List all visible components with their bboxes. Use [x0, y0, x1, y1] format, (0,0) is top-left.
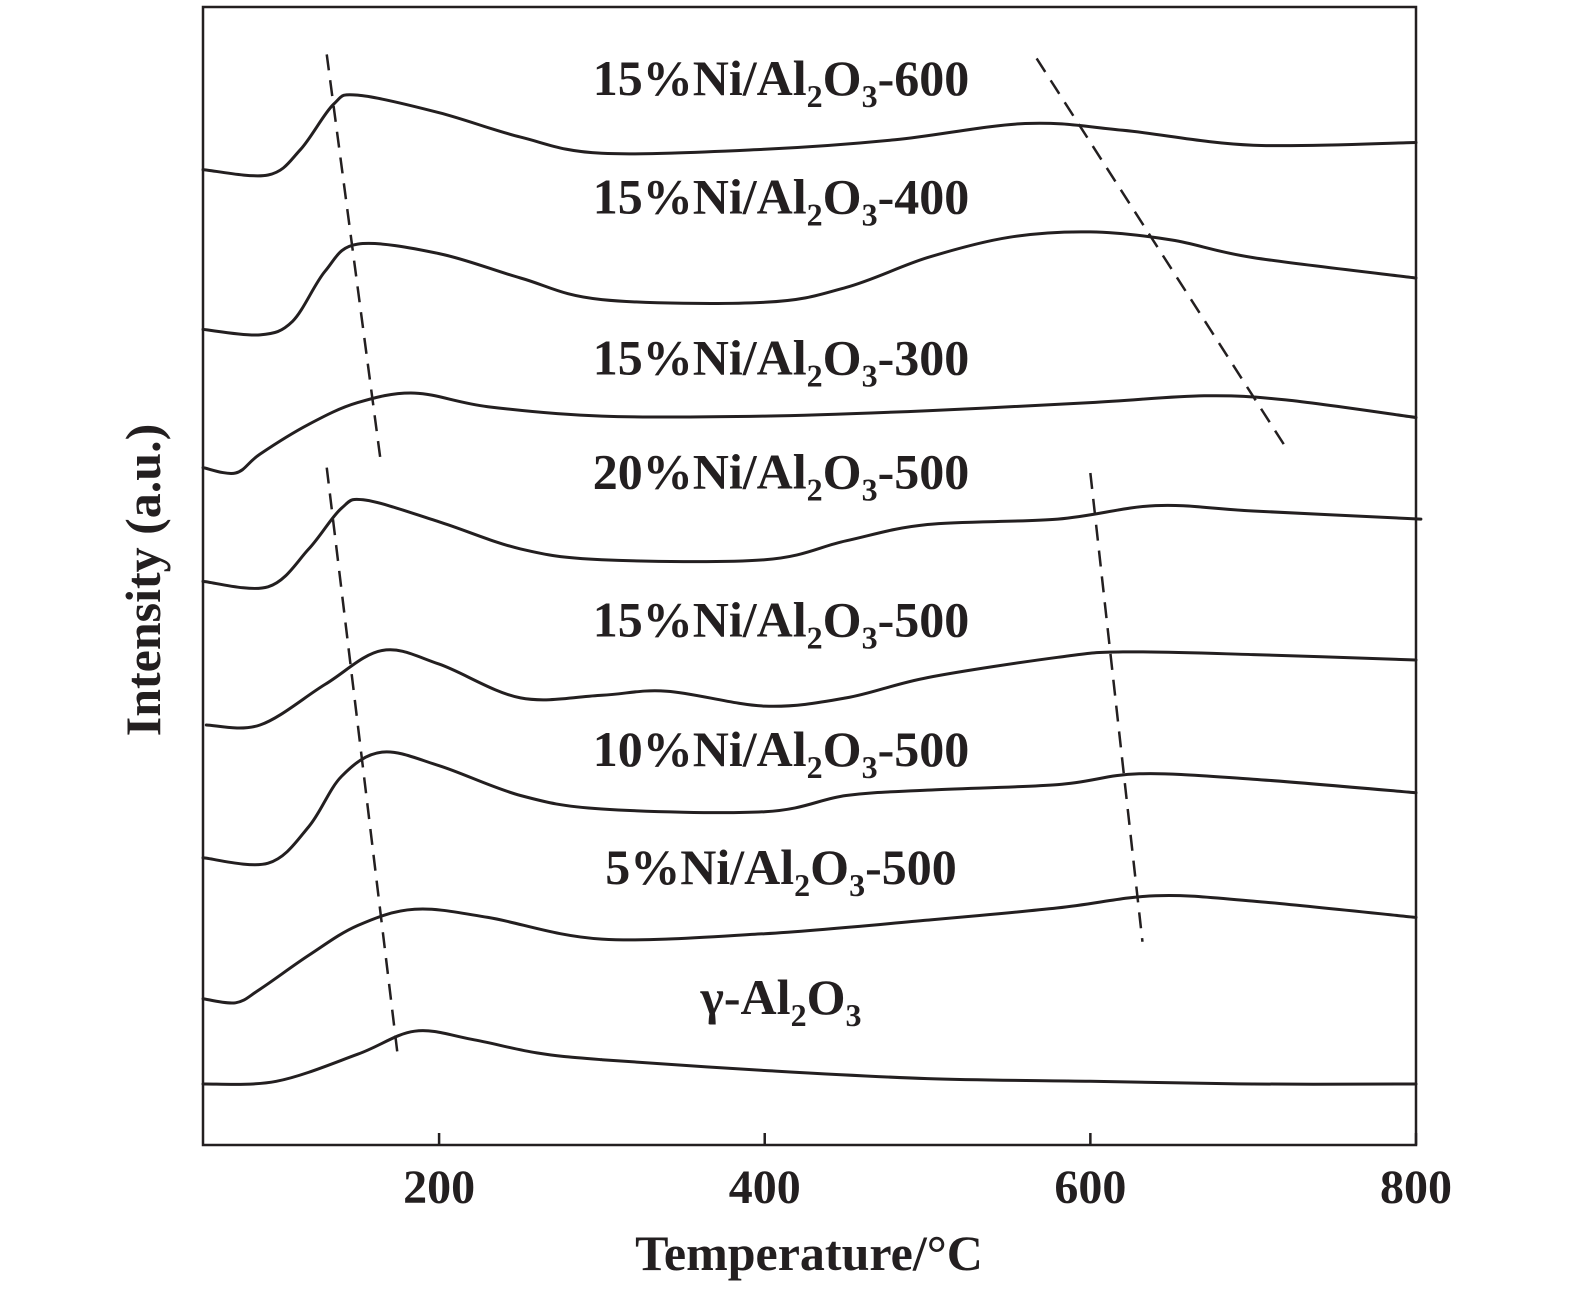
series-label-15-ni-al-o-500: 15%Ni/Al2O3-500	[593, 592, 969, 656]
series-label-20-ni-al-o-500: 20%Ni/Al2O3-500	[593, 443, 969, 507]
series-label-15-ni-al-o-300: 15%Ni/Al2O3-300	[593, 330, 969, 394]
guide-peak-shift-low-series-b	[325, 467, 400, 1062]
x-tick-label: 400	[729, 1161, 801, 1214]
guide-peak-shift-high-series-b	[1089, 472, 1144, 942]
series-labels: γ-Al2O3 5%Ni/Al2O3-500 10%Ni/Al2O3-500 15%N…	[593, 50, 969, 1033]
guide-peak-shift-low-series-a	[325, 54, 382, 460]
series-label-10-ni-al-o-500: 10%Ni/Al2O3-500	[593, 721, 969, 785]
x-axis-label: Temperature/°C	[635, 1225, 983, 1281]
x-ticks	[437, 1133, 1418, 1145]
x-tick-label: 200	[403, 1161, 475, 1214]
series-curve-al-o	[201, 1029, 1418, 1086]
x-tick-label: 600	[1054, 1161, 1126, 1214]
guide-peak-shift-high-series-a	[1035, 57, 1287, 448]
series-label-15-ni-al-o-600: 15%Ni/Al2O3-600	[593, 50, 969, 114]
plot-frame	[201, 5, 1418, 1147]
series-curve-10-ni-al-o-500	[201, 750, 1418, 867]
series-label-15-ni-al-o-400: 15%Ni/Al2O3-400	[593, 168, 969, 232]
series-curves	[201, 93, 1423, 1086]
series-curve-15-ni-al-o-600	[201, 93, 1418, 178]
series-label-al-o: γ-Al2O3	[700, 969, 862, 1033]
series-curve-15-ni-al-o-300	[201, 391, 1418, 475]
series-curve-15-ni-al-o-400	[201, 230, 1418, 337]
x-tick-label: 800	[1380, 1161, 1452, 1214]
x-tick-labels: 200 400 600 800	[403, 1161, 1452, 1214]
guide-lines	[325, 54, 1287, 1062]
y-axis-label: Intensity (a.u.)	[115, 424, 171, 737]
series-curve-20-ni-al-o-500	[201, 497, 1423, 590]
series-label-5-ni-al-o-500: 5%Ni/Al2O3-500	[605, 839, 956, 903]
series-curve-5-ni-al-o-500	[201, 893, 1418, 1005]
series-curve-15-ni-al-o-500	[204, 648, 1418, 730]
